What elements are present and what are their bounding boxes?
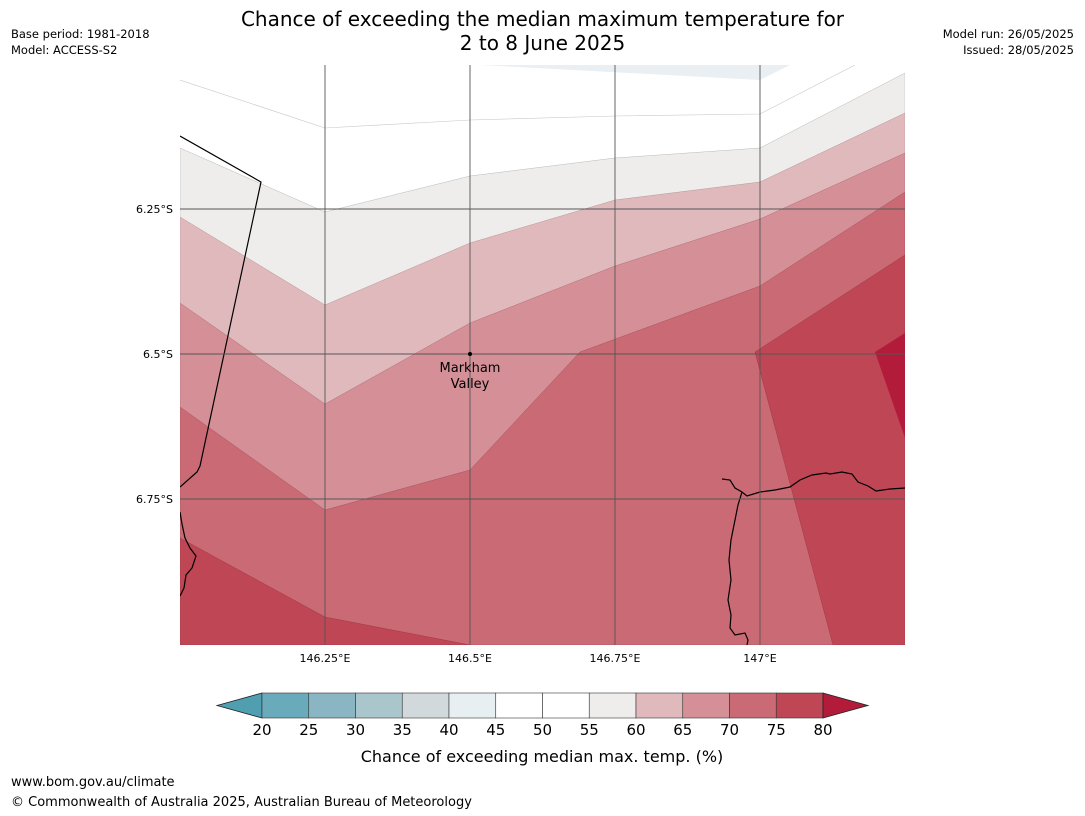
colorbar-bin (729, 692, 777, 719)
footer-url: www.bom.gov.au/climate (11, 775, 175, 790)
lat-label: 6.75°S (136, 493, 173, 506)
colorbar-tick-label: 20 (252, 721, 271, 739)
coastline-river (727, 491, 749, 645)
title-line-2: 2 to 8 June 2025 (459, 31, 626, 55)
colorbar: 20 25 30 35 40 45 50 55 60 65 70 75 80 (215, 692, 870, 739)
graticule (180, 65, 905, 645)
colorbar-label: Chance of exceeding median max. temp. (%… (361, 747, 724, 766)
coastline-west (180, 511, 197, 597)
colorbar-bin (588, 692, 637, 719)
contour-over-80 (875, 333, 905, 438)
colorbar-tick-label: 25 (299, 721, 318, 739)
contour-40-45 (480, 65, 790, 80)
colorbar-bin (495, 692, 543, 719)
place-label-line-1: Markham (440, 361, 501, 376)
place-marker (468, 352, 472, 356)
colorbar-tick-label: 65 (673, 721, 692, 739)
colorbar-tick-label: 80 (813, 721, 832, 739)
lon-label: 146.25°E (300, 652, 351, 665)
colorbar-tick-label: 60 (626, 721, 645, 739)
colorbar-tick-label: 35 (393, 721, 412, 739)
colorbar-tick-label: 50 (533, 721, 552, 739)
meta-left: Base period: 1981-2018 Model: ACCESS-S2 (11, 26, 150, 58)
lon-label: 146.75°E (590, 652, 641, 665)
lon-label: 147°E (743, 652, 776, 665)
colorbar-bin (261, 692, 310, 719)
colorbar-tick-label: 45 (486, 721, 505, 739)
faint-contour-line (180, 65, 856, 129)
colorbar-tick-label: 30 (346, 721, 365, 739)
lat-label: 6.25°S (136, 203, 173, 216)
colorbar-tick-label: 40 (439, 721, 458, 739)
lat-label: 6.5°S (143, 348, 173, 361)
colorbar-under-arrow (215, 692, 263, 719)
meta-right: Model run: 26/05/2025 Issued: 28/05/2025 (943, 26, 1074, 58)
model-name: Model: ACCESS-S2 (11, 43, 118, 57)
province-border (180, 135, 262, 488)
colorbar-bin (682, 692, 730, 719)
colorbar-bin (355, 692, 403, 719)
contour-75-80 (180, 537, 471, 645)
colorbar-tick-label: 70 (720, 721, 739, 739)
colorbar-bin (542, 692, 590, 719)
colorbar-bin (635, 692, 684, 719)
lat-axis-labels: 6.25°S 6.5°S 6.75°S (136, 203, 173, 506)
colorbar-tick-label: 55 (580, 721, 599, 739)
title-line-1: Chance of exceeding the median maximum t… (240, 7, 845, 31)
contour-75-80-east (754, 254, 905, 645)
colorbar-bin (401, 692, 450, 719)
lon-axis-labels: 146.25°E 146.5°E 146.75°E 147°E (300, 652, 777, 665)
colorbar-bin (775, 692, 824, 719)
issued-date: Issued: 28/05/2025 (963, 43, 1074, 57)
map-title: Chance of exceeding the median maximum t… (0, 7, 1085, 55)
base-period: Base period: 1981-2018 (11, 27, 150, 41)
colorbar-tick-label: 75 (767, 721, 786, 739)
footer-copyright: © Commonwealth of Australia 2025, Austra… (11, 795, 472, 810)
model-run-date: Model run: 26/05/2025 (942, 27, 1074, 41)
colorbar-bin (448, 692, 497, 719)
place-label-line-2: Valley (451, 377, 490, 392)
probability-contours (180, 65, 905, 645)
colorbar-bin (308, 692, 356, 719)
colorbar-over-arrow (822, 692, 870, 719)
lon-label: 146.5°E (448, 652, 492, 665)
